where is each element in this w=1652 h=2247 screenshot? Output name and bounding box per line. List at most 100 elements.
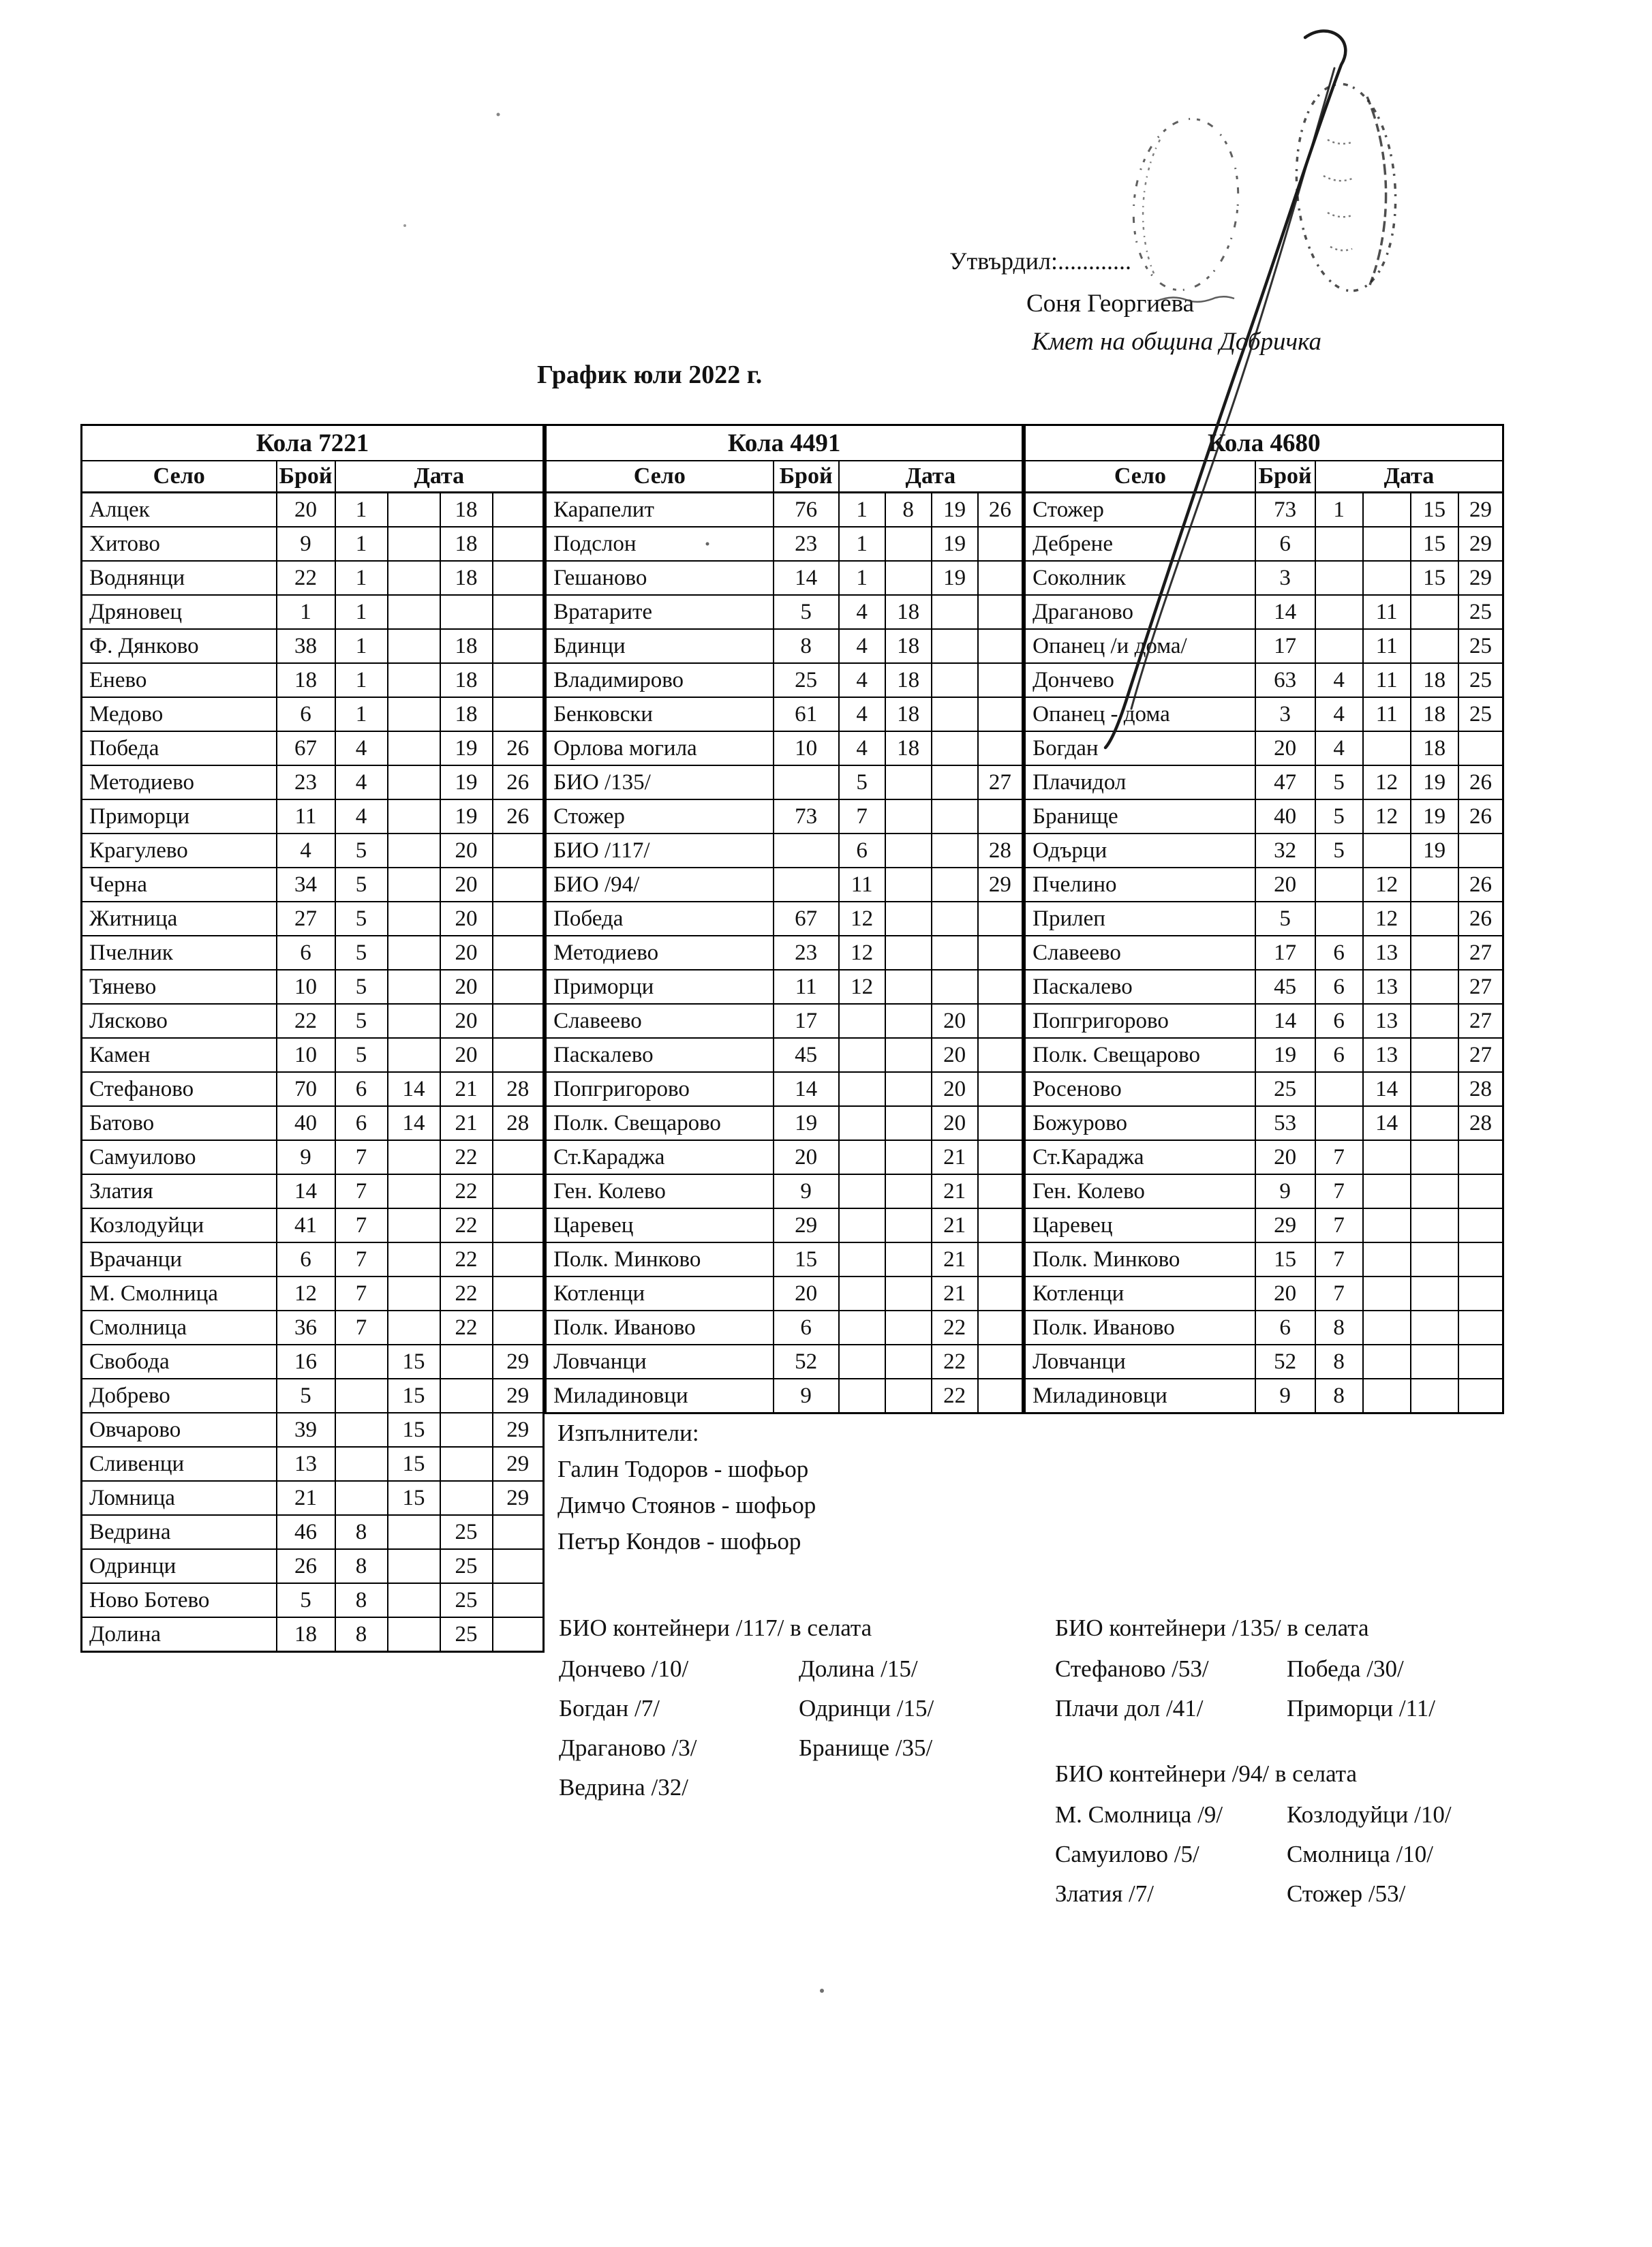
date-cell bbox=[1409, 901, 1459, 936]
date-cell bbox=[491, 594, 545, 630]
date-cell bbox=[334, 1378, 388, 1413]
count-cell: 17 bbox=[1254, 628, 1316, 664]
date-cell: 8 bbox=[1314, 1344, 1364, 1379]
count-cell: 29 bbox=[772, 1208, 840, 1243]
village-cell: Плачидол bbox=[1024, 765, 1256, 800]
date-cell bbox=[334, 1446, 388, 1482]
village-cell: Опанец - дома bbox=[1024, 697, 1256, 732]
table-row: Попгригорово 14 6 13 27 bbox=[1024, 1003, 1504, 1039]
date-cell: 14 bbox=[386, 1071, 441, 1107]
list-item: Дончево /10/ bbox=[559, 1655, 689, 1682]
date-cell bbox=[930, 935, 979, 970]
date-cell bbox=[884, 1037, 932, 1073]
bio-list-right: Долина /15/Одринци /15/Бранище /35/ bbox=[799, 1649, 934, 1807]
count-cell: 14 bbox=[1254, 1003, 1316, 1039]
table-row: Победа 67 12 bbox=[545, 901, 1024, 936]
date-cell: 21 bbox=[439, 1105, 493, 1141]
date-cell: 18 bbox=[884, 731, 932, 766]
date-cell bbox=[491, 1174, 545, 1209]
count-cell: 15 bbox=[1254, 1242, 1316, 1277]
date-cell bbox=[838, 1174, 886, 1209]
count-cell: 18 bbox=[275, 1617, 336, 1653]
date-cell bbox=[1409, 1310, 1459, 1345]
date-cell bbox=[1409, 1378, 1459, 1414]
date-cell bbox=[386, 969, 441, 1005]
date-cell: 4 bbox=[334, 765, 388, 800]
count-cell: 26 bbox=[275, 1548, 336, 1584]
date-cell: 26 bbox=[1457, 799, 1504, 834]
village-cell: Приморци bbox=[545, 969, 774, 1005]
count-cell: 20 bbox=[275, 491, 336, 528]
village-cell: Победа bbox=[80, 731, 277, 766]
village-cell: Паскалево bbox=[1024, 969, 1256, 1005]
village-cell: Тянево bbox=[80, 969, 277, 1005]
date-cell bbox=[884, 1344, 932, 1379]
count-cell: 70 bbox=[275, 1071, 336, 1107]
date-cell: 15 bbox=[386, 1378, 441, 1413]
count-cell: 47 bbox=[1254, 765, 1316, 800]
date-cell: 6 bbox=[1314, 935, 1364, 970]
table-row: Свобода 16 15 29 bbox=[80, 1344, 545, 1379]
date-cell: 15 bbox=[1409, 526, 1459, 562]
date-cell bbox=[386, 594, 441, 630]
list-item: Смолница /10/ bbox=[1287, 1841, 1433, 1867]
date-cell: 12 bbox=[838, 935, 886, 970]
date-cell: 26 bbox=[977, 491, 1024, 528]
list-item: Галин Тодоров - шофьор bbox=[557, 1456, 809, 1482]
count-cell: 14 bbox=[772, 1071, 840, 1107]
date-cell bbox=[884, 799, 932, 834]
table-row: Козлодуйци 41 7 22 bbox=[80, 1208, 545, 1243]
count-cell: 15 bbox=[772, 1242, 840, 1277]
village-cell: Полк. Свещарово bbox=[1024, 1037, 1256, 1073]
table-row: Воднянци 22 1 18 bbox=[80, 560, 545, 596]
count-cell: 21 bbox=[275, 1480, 336, 1516]
village-cell: Ген. Колево bbox=[1024, 1174, 1256, 1209]
date-cell: 8 bbox=[334, 1617, 388, 1653]
date-cell bbox=[1457, 1276, 1504, 1311]
table-row: Котленци 20 7 bbox=[1024, 1276, 1504, 1311]
date-cell bbox=[386, 1617, 441, 1653]
date-cell bbox=[491, 833, 545, 868]
date-cell: 18 bbox=[439, 628, 493, 664]
date-cell bbox=[1362, 1276, 1411, 1311]
date-cell bbox=[386, 1310, 441, 1345]
date-cell bbox=[491, 1003, 545, 1039]
date-cell: 25 bbox=[1457, 662, 1504, 698]
table-row: Ведрина 46 8 25 bbox=[80, 1514, 545, 1550]
date-cell bbox=[930, 833, 979, 868]
date-cell: 29 bbox=[1457, 491, 1504, 528]
date-cell bbox=[884, 969, 932, 1005]
date-cell: 13 bbox=[1362, 1003, 1411, 1039]
date-cell: 19 bbox=[439, 765, 493, 800]
date-cell: 22 bbox=[439, 1174, 493, 1209]
table-row: Тянево 10 5 20 bbox=[80, 969, 545, 1005]
date-cell bbox=[1362, 1378, 1411, 1414]
bio-section-135: БИО контейнери /135/ в селата Стефаново … bbox=[1055, 1612, 1435, 1728]
count-cell: 20 bbox=[772, 1140, 840, 1175]
date-cell: 15 bbox=[386, 1412, 441, 1448]
date-cell bbox=[1409, 594, 1459, 630]
date-cell: 4 bbox=[1314, 697, 1364, 732]
date-cell: 7 bbox=[334, 1140, 388, 1175]
village-cell: Полк. Иваново bbox=[545, 1310, 774, 1345]
list-item: Бранище /35/ bbox=[799, 1734, 933, 1761]
count-cell: 61 bbox=[772, 697, 840, 732]
date-cell: 12 bbox=[838, 901, 886, 936]
table-row: Плачидол 47 5 12 19 26 bbox=[1024, 765, 1504, 800]
date-cell: 20 bbox=[439, 935, 493, 970]
date-cell: 5 bbox=[334, 901, 388, 936]
count-cell: 14 bbox=[275, 1174, 336, 1209]
village-cell: Батово bbox=[80, 1105, 277, 1141]
village-cell: Врачанци bbox=[80, 1242, 277, 1277]
date-cell bbox=[386, 1003, 441, 1039]
village-cell: Бранище bbox=[1024, 799, 1256, 834]
date-cell bbox=[386, 935, 441, 970]
bio-heading: БИО контейнери /94/ в селата bbox=[1055, 1760, 1357, 1787]
count-cell: 18 bbox=[275, 662, 336, 698]
date-cell: 15 bbox=[386, 1446, 441, 1482]
date-cell: 5 bbox=[334, 867, 388, 902]
count-cell: 5 bbox=[275, 1583, 336, 1618]
count-cell: 25 bbox=[1254, 1071, 1316, 1107]
village-cell: Одринци bbox=[80, 1548, 277, 1584]
date-cell: 19 bbox=[1409, 833, 1459, 868]
